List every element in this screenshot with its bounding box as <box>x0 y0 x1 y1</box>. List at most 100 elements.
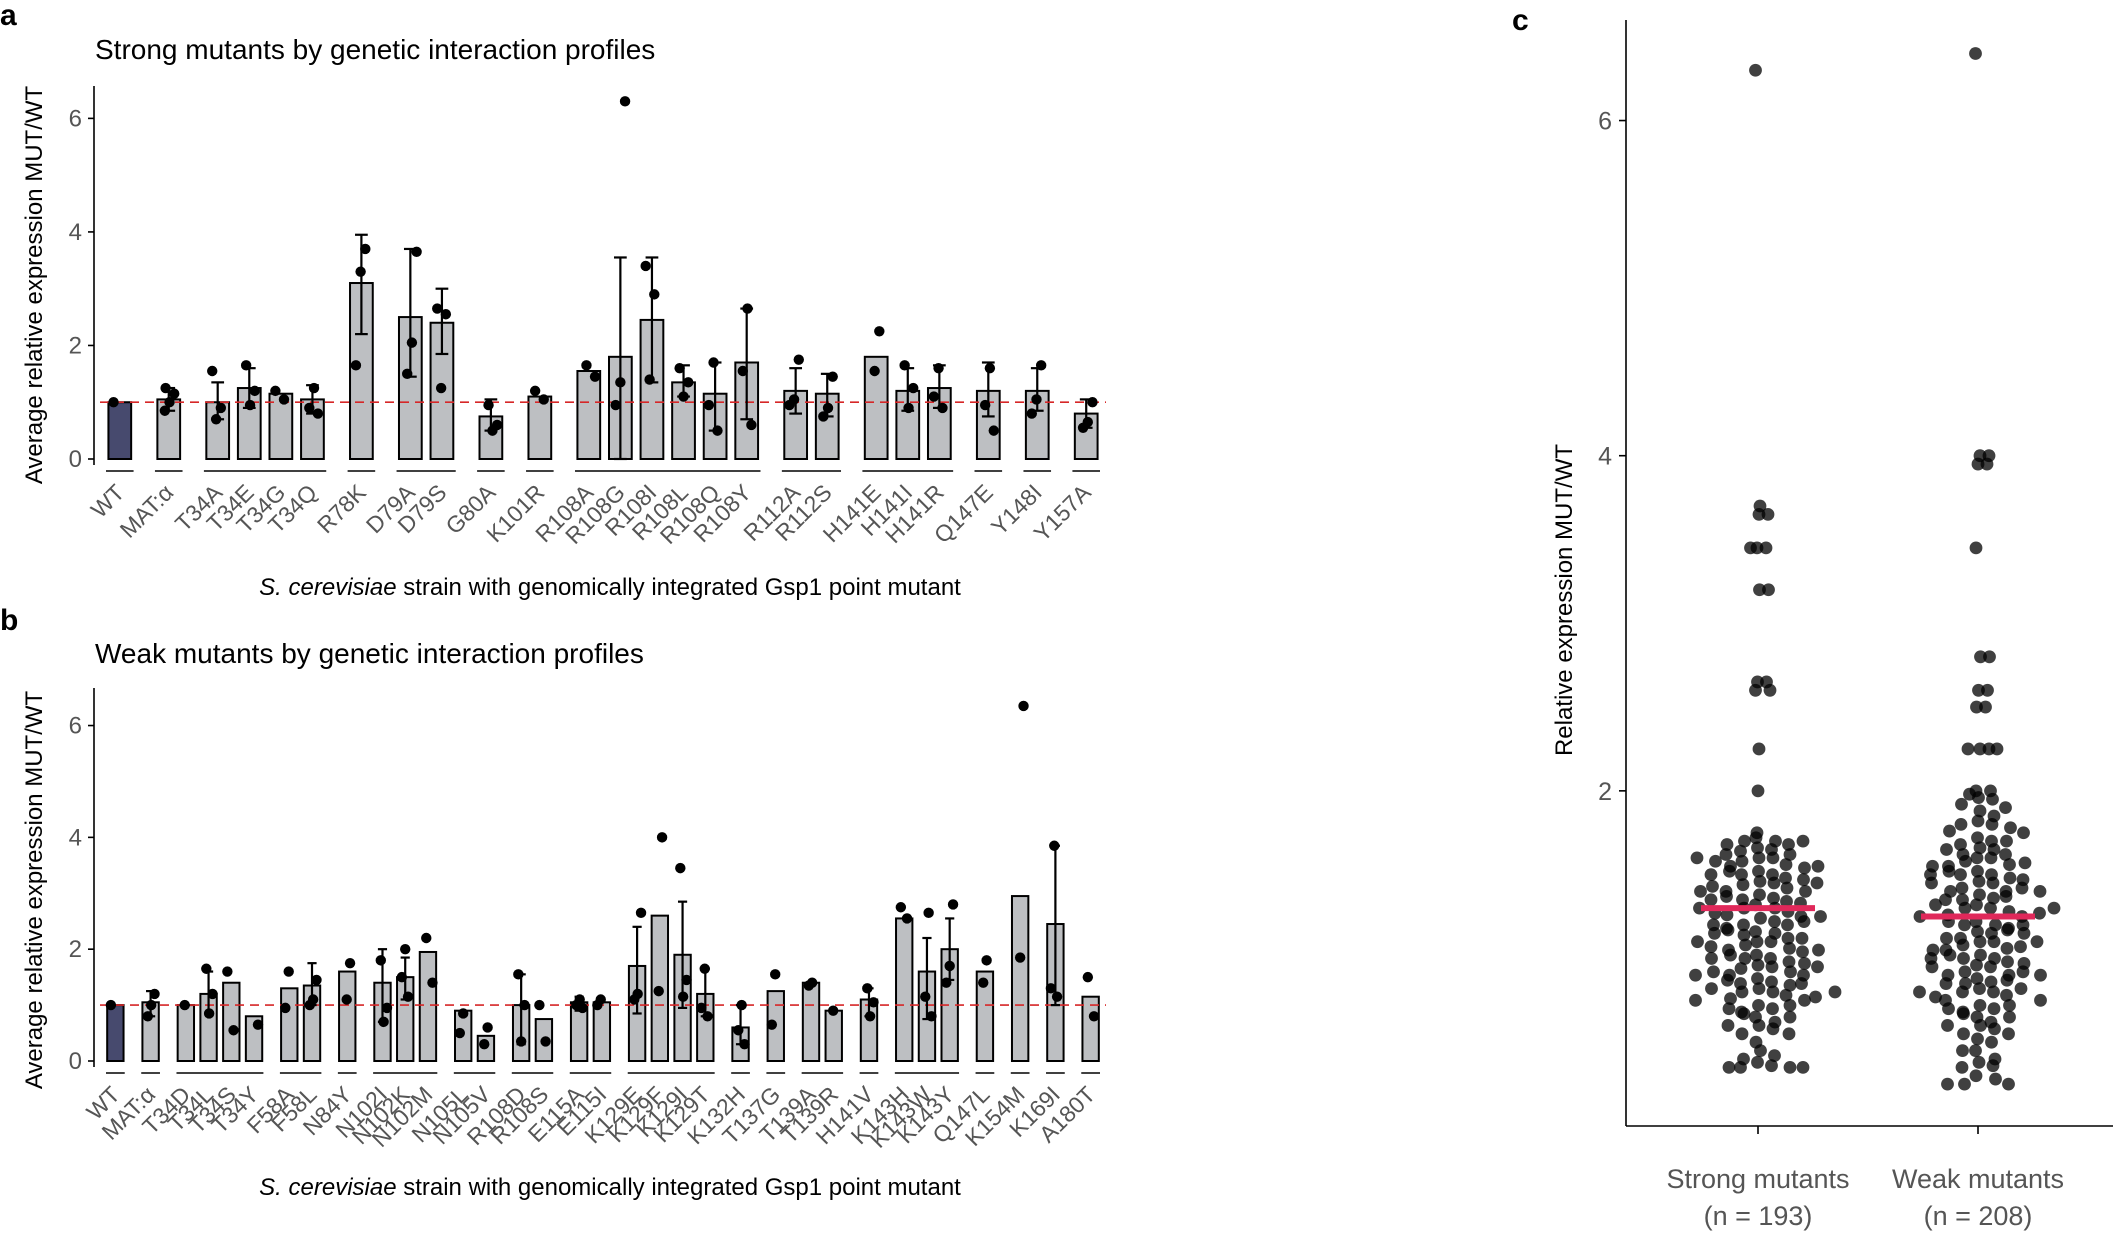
data-point <box>280 1002 291 1014</box>
data-point <box>1990 742 2004 756</box>
data-point <box>733 1025 744 1036</box>
data-point <box>1764 935 1778 949</box>
data-point <box>1751 841 1764 855</box>
data-point <box>1706 879 1719 893</box>
data-point <box>169 388 180 399</box>
data-point <box>1797 873 1810 887</box>
data-point <box>519 999 530 1011</box>
bar <box>107 401 133 461</box>
data-point <box>1969 1044 1982 1057</box>
data-point <box>1974 650 1987 664</box>
data-point <box>1087 397 1098 408</box>
data-point <box>677 991 689 1002</box>
data-point <box>1973 888 1986 902</box>
data-point <box>534 999 545 1011</box>
data-point <box>1999 848 2012 861</box>
data-point <box>1749 63 1762 77</box>
data-point <box>2003 858 2016 871</box>
data-point <box>159 405 171 416</box>
data-point <box>1971 925 1984 939</box>
data-point <box>355 266 366 277</box>
data-point <box>640 260 651 272</box>
data-point <box>1735 1027 1749 1041</box>
y-tick-label: 6 <box>69 105 82 132</box>
data-point <box>818 411 829 422</box>
data-point <box>1987 1002 2001 1016</box>
data-point <box>1783 1010 1797 1024</box>
data-point <box>108 397 119 408</box>
data-point <box>1940 931 1953 945</box>
data-point <box>344 957 356 969</box>
data-point <box>278 394 290 405</box>
data-point <box>311 974 322 986</box>
data-point <box>312 408 324 419</box>
data-point <box>1751 972 1764 985</box>
data-point <box>1955 797 1968 811</box>
data-point <box>1955 1060 1969 1074</box>
data-point <box>1734 1060 1747 1074</box>
y-tick-label: 0 <box>69 446 82 473</box>
data-point <box>978 977 989 988</box>
data-point <box>1035 360 1047 371</box>
panel-b: b Weak mutants by genetic interaction pro… <box>0 604 1106 1201</box>
data-point <box>1722 1060 1736 1074</box>
data-point <box>1754 1044 1767 1057</box>
x-category-label: R78K <box>312 479 372 539</box>
y-axis-label: Average relative expression MUT/WT <box>21 85 48 484</box>
data-point <box>1811 960 1824 974</box>
data-point <box>1798 957 1811 970</box>
data-point <box>589 371 601 382</box>
data-point <box>1941 1019 1954 1032</box>
data-point <box>440 309 452 320</box>
data-point <box>1752 864 1765 878</box>
data-point <box>869 365 880 377</box>
data-point <box>1955 881 1969 895</box>
data-point <box>2000 834 2013 848</box>
data-point <box>1795 931 1809 945</box>
panel-letter: b <box>0 604 18 637</box>
data-point <box>1691 935 1704 949</box>
data-point <box>491 419 503 431</box>
data-point <box>1940 843 1953 856</box>
y-tick-label: 2 <box>69 936 82 963</box>
data-point <box>1924 868 1937 882</box>
data-point <box>210 414 222 425</box>
data-point <box>1974 1019 1987 1032</box>
data-point <box>1782 838 1795 851</box>
data-point <box>164 397 175 408</box>
bar <box>106 1004 125 1062</box>
data-point <box>1749 683 1762 697</box>
data-point <box>1705 982 1718 995</box>
data-point <box>1762 583 1775 597</box>
data-point <box>1689 993 1702 1007</box>
data-point <box>1971 457 1985 471</box>
data-point <box>2001 923 2014 937</box>
data-point <box>619 96 631 107</box>
data-point <box>827 371 838 382</box>
data-point <box>308 382 320 394</box>
x-category-count: (n = 193) <box>1704 1201 1813 1231</box>
data-point <box>1970 851 1984 865</box>
panel-letter: c <box>1512 4 1529 37</box>
data-point <box>1749 925 1762 939</box>
panel-c: c Relative expression MUT/WT 2 4 6 Strong mut… <box>1512 4 2113 1231</box>
data-point <box>947 899 959 910</box>
data-point <box>1704 868 1718 882</box>
data-point <box>1721 1019 1735 1032</box>
data-point <box>1984 960 1997 974</box>
data-point <box>649 289 660 300</box>
data-point <box>1942 1002 1955 1016</box>
bar <box>801 981 821 1063</box>
data-point <box>1956 938 1970 952</box>
data-point <box>702 1011 713 1022</box>
data-point <box>2001 955 2014 969</box>
bar <box>176 1004 196 1062</box>
data-point <box>1961 742 1975 756</box>
y-axis-label: Average relative expression MUT/WT <box>21 690 48 1089</box>
data-point <box>615 377 626 388</box>
data-point <box>207 988 218 1000</box>
data-point <box>2014 940 2027 954</box>
x-category-label: Y157A <box>1029 479 1097 547</box>
data-point <box>1942 864 1956 878</box>
x-category-label: MAT:α <box>115 479 179 543</box>
